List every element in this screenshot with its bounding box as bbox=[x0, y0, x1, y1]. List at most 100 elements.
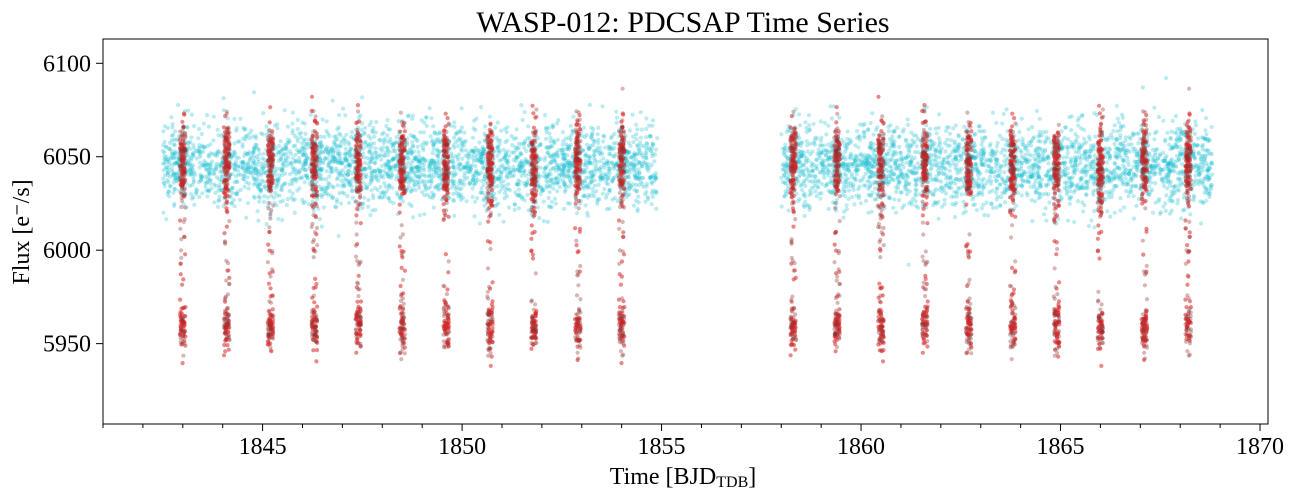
baseline-point bbox=[284, 159, 289, 164]
baseline-point bbox=[280, 166, 285, 171]
baseline-point bbox=[407, 147, 413, 152]
baseline-point bbox=[431, 162, 436, 167]
baseline-point bbox=[264, 222, 269, 227]
baseline-point bbox=[436, 137, 441, 142]
baseline-point bbox=[188, 169, 193, 174]
baseline-point bbox=[370, 193, 376, 198]
baseline-point bbox=[589, 180, 594, 185]
baseline-point bbox=[495, 148, 500, 153]
baseline-point bbox=[245, 201, 251, 206]
baseline-point bbox=[168, 174, 173, 179]
baseline-point bbox=[1177, 149, 1182, 154]
baseline-point bbox=[434, 153, 439, 158]
baseline-point bbox=[277, 193, 282, 198]
baseline-point bbox=[341, 159, 346, 164]
baseline-point bbox=[291, 144, 296, 149]
baseline-point bbox=[351, 160, 356, 165]
baseline-point bbox=[198, 174, 203, 179]
baseline-point bbox=[628, 155, 633, 160]
baseline-point bbox=[243, 126, 248, 132]
baseline-point bbox=[636, 147, 642, 152]
baseline-point bbox=[324, 147, 329, 152]
baseline-point bbox=[1105, 174, 1110, 179]
baseline-point bbox=[808, 188, 813, 193]
baseline-point bbox=[243, 165, 248, 170]
baseline-point bbox=[614, 120, 619, 125]
baseline-point bbox=[796, 112, 802, 117]
baseline-point bbox=[428, 160, 433, 165]
baseline-point bbox=[650, 118, 656, 123]
baseline-point bbox=[258, 189, 263, 194]
baseline-point bbox=[586, 147, 592, 152]
baseline-point bbox=[323, 147, 329, 152]
baseline-point bbox=[252, 195, 257, 200]
baseline-point bbox=[387, 150, 392, 155]
baseline-point bbox=[960, 137, 965, 142]
baseline-point bbox=[417, 174, 422, 179]
baseline-point bbox=[421, 156, 426, 161]
baseline-point bbox=[602, 134, 607, 139]
baseline-point bbox=[546, 146, 551, 151]
baseline-point bbox=[332, 155, 337, 160]
baseline-point bbox=[779, 132, 784, 137]
baseline-point bbox=[1124, 189, 1129, 194]
baseline-point bbox=[274, 178, 280, 183]
baseline-point bbox=[1131, 193, 1136, 199]
baseline-point bbox=[550, 180, 555, 185]
baseline-point bbox=[279, 184, 284, 189]
baseline-point bbox=[289, 195, 294, 200]
baseline-point bbox=[329, 168, 334, 173]
baseline-point bbox=[913, 199, 918, 204]
baseline-point bbox=[203, 162, 208, 168]
baseline-point bbox=[388, 165, 393, 170]
baseline-point bbox=[261, 151, 266, 156]
baseline-point bbox=[291, 167, 296, 172]
baseline-point bbox=[293, 143, 298, 148]
baseline-point bbox=[494, 145, 500, 150]
baseline-point bbox=[275, 166, 280, 171]
baseline-point bbox=[600, 191, 605, 196]
baseline-point bbox=[212, 171, 217, 177]
baseline-point bbox=[231, 153, 236, 158]
baseline-point bbox=[407, 201, 412, 207]
baseline-point bbox=[949, 138, 954, 143]
baseline-point bbox=[544, 130, 549, 135]
baseline-point bbox=[1104, 160, 1110, 165]
baseline-point bbox=[460, 144, 465, 149]
baseline-point bbox=[462, 130, 467, 135]
baseline-point bbox=[424, 115, 429, 120]
baseline-point bbox=[422, 183, 427, 188]
baseline-point bbox=[390, 185, 395, 190]
baseline-point bbox=[457, 178, 463, 183]
baseline-point bbox=[365, 155, 370, 161]
baseline-point bbox=[260, 161, 265, 166]
baseline-point bbox=[903, 187, 908, 192]
baseline-point bbox=[396, 119, 401, 124]
baseline-point bbox=[449, 170, 454, 176]
baseline-point bbox=[362, 131, 367, 136]
baseline-point bbox=[637, 140, 643, 145]
baseline-point bbox=[556, 118, 561, 123]
baseline-point bbox=[1076, 199, 1081, 204]
baseline-point bbox=[568, 142, 574, 147]
baseline-point bbox=[639, 162, 645, 167]
baseline-point bbox=[1119, 125, 1124, 130]
baseline-point bbox=[477, 221, 482, 226]
baseline-point bbox=[383, 171, 388, 176]
baseline-point bbox=[400, 199, 406, 204]
baseline-point bbox=[476, 148, 481, 153]
baseline-point bbox=[805, 149, 810, 154]
baseline-point bbox=[1193, 119, 1198, 124]
baseline-point bbox=[221, 96, 226, 101]
baseline-point bbox=[536, 174, 541, 179]
baseline-point bbox=[203, 181, 208, 186]
baseline-point bbox=[627, 167, 632, 172]
baseline-point bbox=[593, 149, 598, 154]
baseline-point bbox=[566, 168, 571, 173]
baseline-point bbox=[378, 175, 383, 180]
baseline-point bbox=[480, 178, 485, 183]
baseline-point bbox=[869, 193, 874, 198]
baseline-point bbox=[1082, 136, 1087, 141]
baseline-point bbox=[393, 148, 398, 154]
